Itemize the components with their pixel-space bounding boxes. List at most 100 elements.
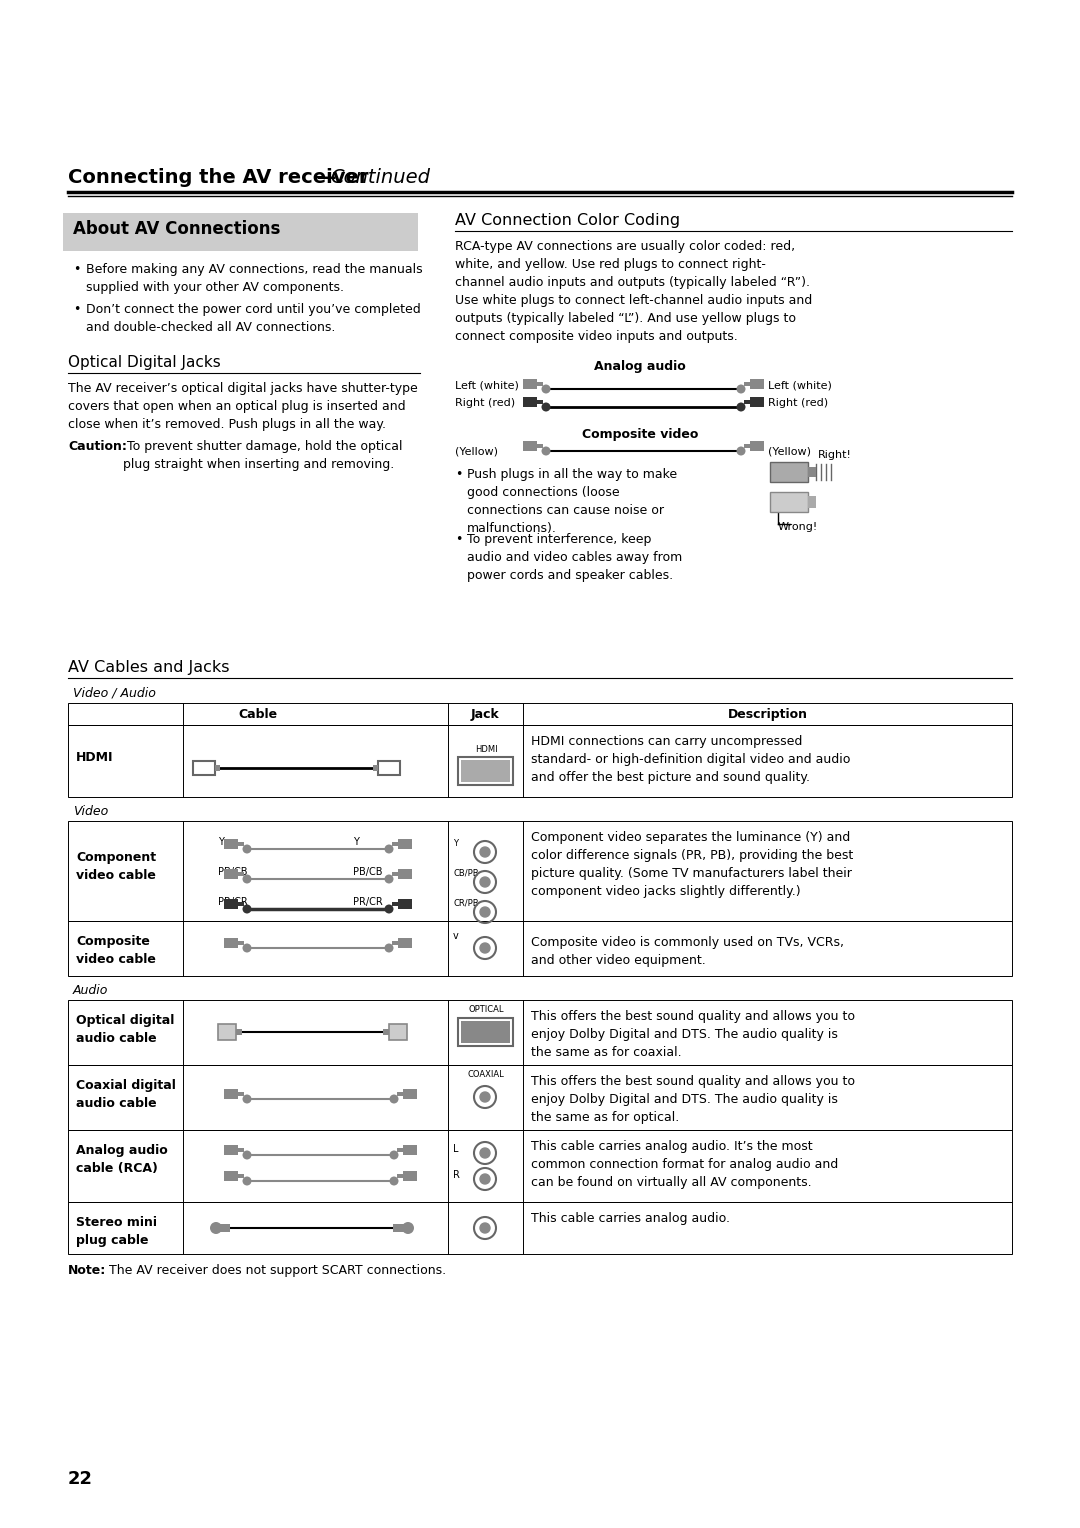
Circle shape [541, 446, 551, 455]
Bar [383, 1028, 389, 1034]
Bar [399, 938, 411, 947]
Bar [224, 938, 238, 947]
Text: •: • [455, 468, 462, 481]
Text: Analog audio
cable (RCA): Analog audio cable (RCA) [76, 1144, 167, 1175]
Text: CB/PB: CB/PB [453, 869, 478, 879]
Circle shape [737, 446, 745, 455]
Bar [750, 397, 764, 406]
Text: Video / Audio: Video / Audio [73, 688, 156, 700]
Bar [399, 898, 411, 909]
Bar [744, 445, 750, 448]
Text: HDMI: HDMI [76, 750, 113, 764]
Circle shape [384, 943, 393, 952]
Circle shape [480, 877, 490, 886]
Text: Left (white): Left (white) [768, 380, 832, 390]
Bar [373, 766, 378, 772]
Bar [392, 941, 399, 944]
Text: Push plugs in all the way to make
good connections (loose
connections can cause : Push plugs in all the way to make good c… [467, 468, 677, 535]
Bar [537, 445, 543, 448]
Bar [215, 766, 220, 772]
Bar [397, 1148, 403, 1152]
Bar [68, 999, 1012, 1065]
Text: Y: Y [353, 837, 359, 847]
Circle shape [480, 908, 490, 917]
Text: —: — [318, 168, 336, 186]
Circle shape [243, 943, 252, 952]
Text: HDMI: HDMI [475, 746, 497, 753]
Text: Y: Y [453, 839, 458, 848]
Text: Don’t connect the power cord until you’ve completed
and double-checked all AV co: Don’t connect the power cord until you’v… [86, 303, 421, 335]
Circle shape [390, 1151, 399, 1160]
Bar [224, 869, 238, 879]
Bar [389, 1024, 407, 1041]
Bar [399, 869, 411, 879]
Text: Continued: Continued [330, 168, 430, 186]
Text: To prevent interference, keep
audio and video cables away from
power cords and s: To prevent interference, keep audio and … [467, 533, 683, 582]
Bar [403, 1170, 417, 1181]
Text: Before making any AV connections, read the manuals
supplied with your other AV c: Before making any AV connections, read t… [86, 263, 422, 293]
Bar [393, 1224, 405, 1232]
Bar [238, 941, 244, 944]
Bar [224, 1144, 238, 1155]
Text: Cable: Cable [239, 707, 278, 721]
Text: PR/CR: PR/CR [218, 897, 247, 908]
Bar [808, 497, 816, 507]
Circle shape [480, 1093, 490, 1102]
Bar [238, 1148, 244, 1152]
Text: Composite video: Composite video [582, 428, 698, 442]
Text: Description: Description [728, 707, 808, 721]
Bar [238, 842, 244, 847]
Text: Composite video is commonly used on TVs, VCRs,
and other video equipment.: Composite video is commonly used on TVs,… [531, 937, 843, 967]
Bar [238, 1174, 244, 1178]
Text: Stereo mini
plug cable: Stereo mini plug cable [76, 1216, 157, 1247]
Bar [750, 442, 764, 451]
Text: Video: Video [73, 805, 108, 817]
Circle shape [480, 1222, 490, 1233]
Text: •: • [73, 303, 80, 316]
Text: Wrong!: Wrong! [778, 523, 819, 532]
Bar [218, 1024, 237, 1041]
Text: Component
video cable: Component video cable [76, 851, 157, 882]
Text: RCA-type AV connections are usually color coded: red,
white, and yellow. Use red: RCA-type AV connections are usually colo… [455, 240, 812, 342]
Text: Composite
video cable: Composite video cable [76, 935, 156, 966]
Circle shape [402, 1222, 414, 1235]
Text: Caution:: Caution: [68, 440, 126, 452]
Bar [238, 902, 244, 906]
Circle shape [541, 385, 551, 394]
Bar [461, 1021, 510, 1044]
Circle shape [243, 1177, 252, 1186]
Text: The AV receiver does not support SCART connections.: The AV receiver does not support SCART c… [105, 1264, 446, 1277]
Bar [458, 756, 513, 785]
Bar [770, 461, 808, 481]
Text: (Yellow): (Yellow) [455, 446, 498, 455]
Circle shape [243, 1151, 252, 1160]
Bar [461, 759, 510, 782]
Bar [744, 400, 750, 403]
Text: Note:: Note: [68, 1264, 106, 1277]
Text: R: R [453, 1170, 460, 1180]
Bar [68, 821, 1012, 921]
Circle shape [390, 1094, 399, 1103]
Bar [68, 921, 1012, 976]
Text: •: • [73, 263, 80, 277]
Circle shape [390, 1177, 399, 1186]
Circle shape [480, 1174, 490, 1184]
Text: v: v [453, 931, 459, 941]
Text: This offers the best sound quality and allows you to
enjoy Dolby Digital and DTS: This offers the best sound quality and a… [531, 1076, 855, 1125]
Bar [770, 492, 808, 512]
Text: AV Cables and Jacks: AV Cables and Jacks [68, 660, 229, 675]
Circle shape [541, 402, 551, 411]
Text: PB/CB: PB/CB [353, 866, 382, 877]
Text: Optical Digital Jacks: Optical Digital Jacks [68, 354, 220, 370]
Bar [750, 379, 764, 390]
Text: OPTICAL: OPTICAL [469, 1005, 503, 1015]
Text: The AV receiver’s optical digital jacks have shutter-type
covers that open when : The AV receiver’s optical digital jacks … [68, 382, 418, 431]
Bar [68, 703, 1012, 724]
Text: Left (white): Left (white) [455, 380, 518, 390]
Bar [537, 400, 543, 403]
Circle shape [737, 385, 745, 394]
Text: Right (red): Right (red) [768, 397, 828, 408]
Bar [744, 382, 750, 387]
Bar [68, 1131, 1012, 1203]
Text: Right (red): Right (red) [455, 397, 515, 408]
